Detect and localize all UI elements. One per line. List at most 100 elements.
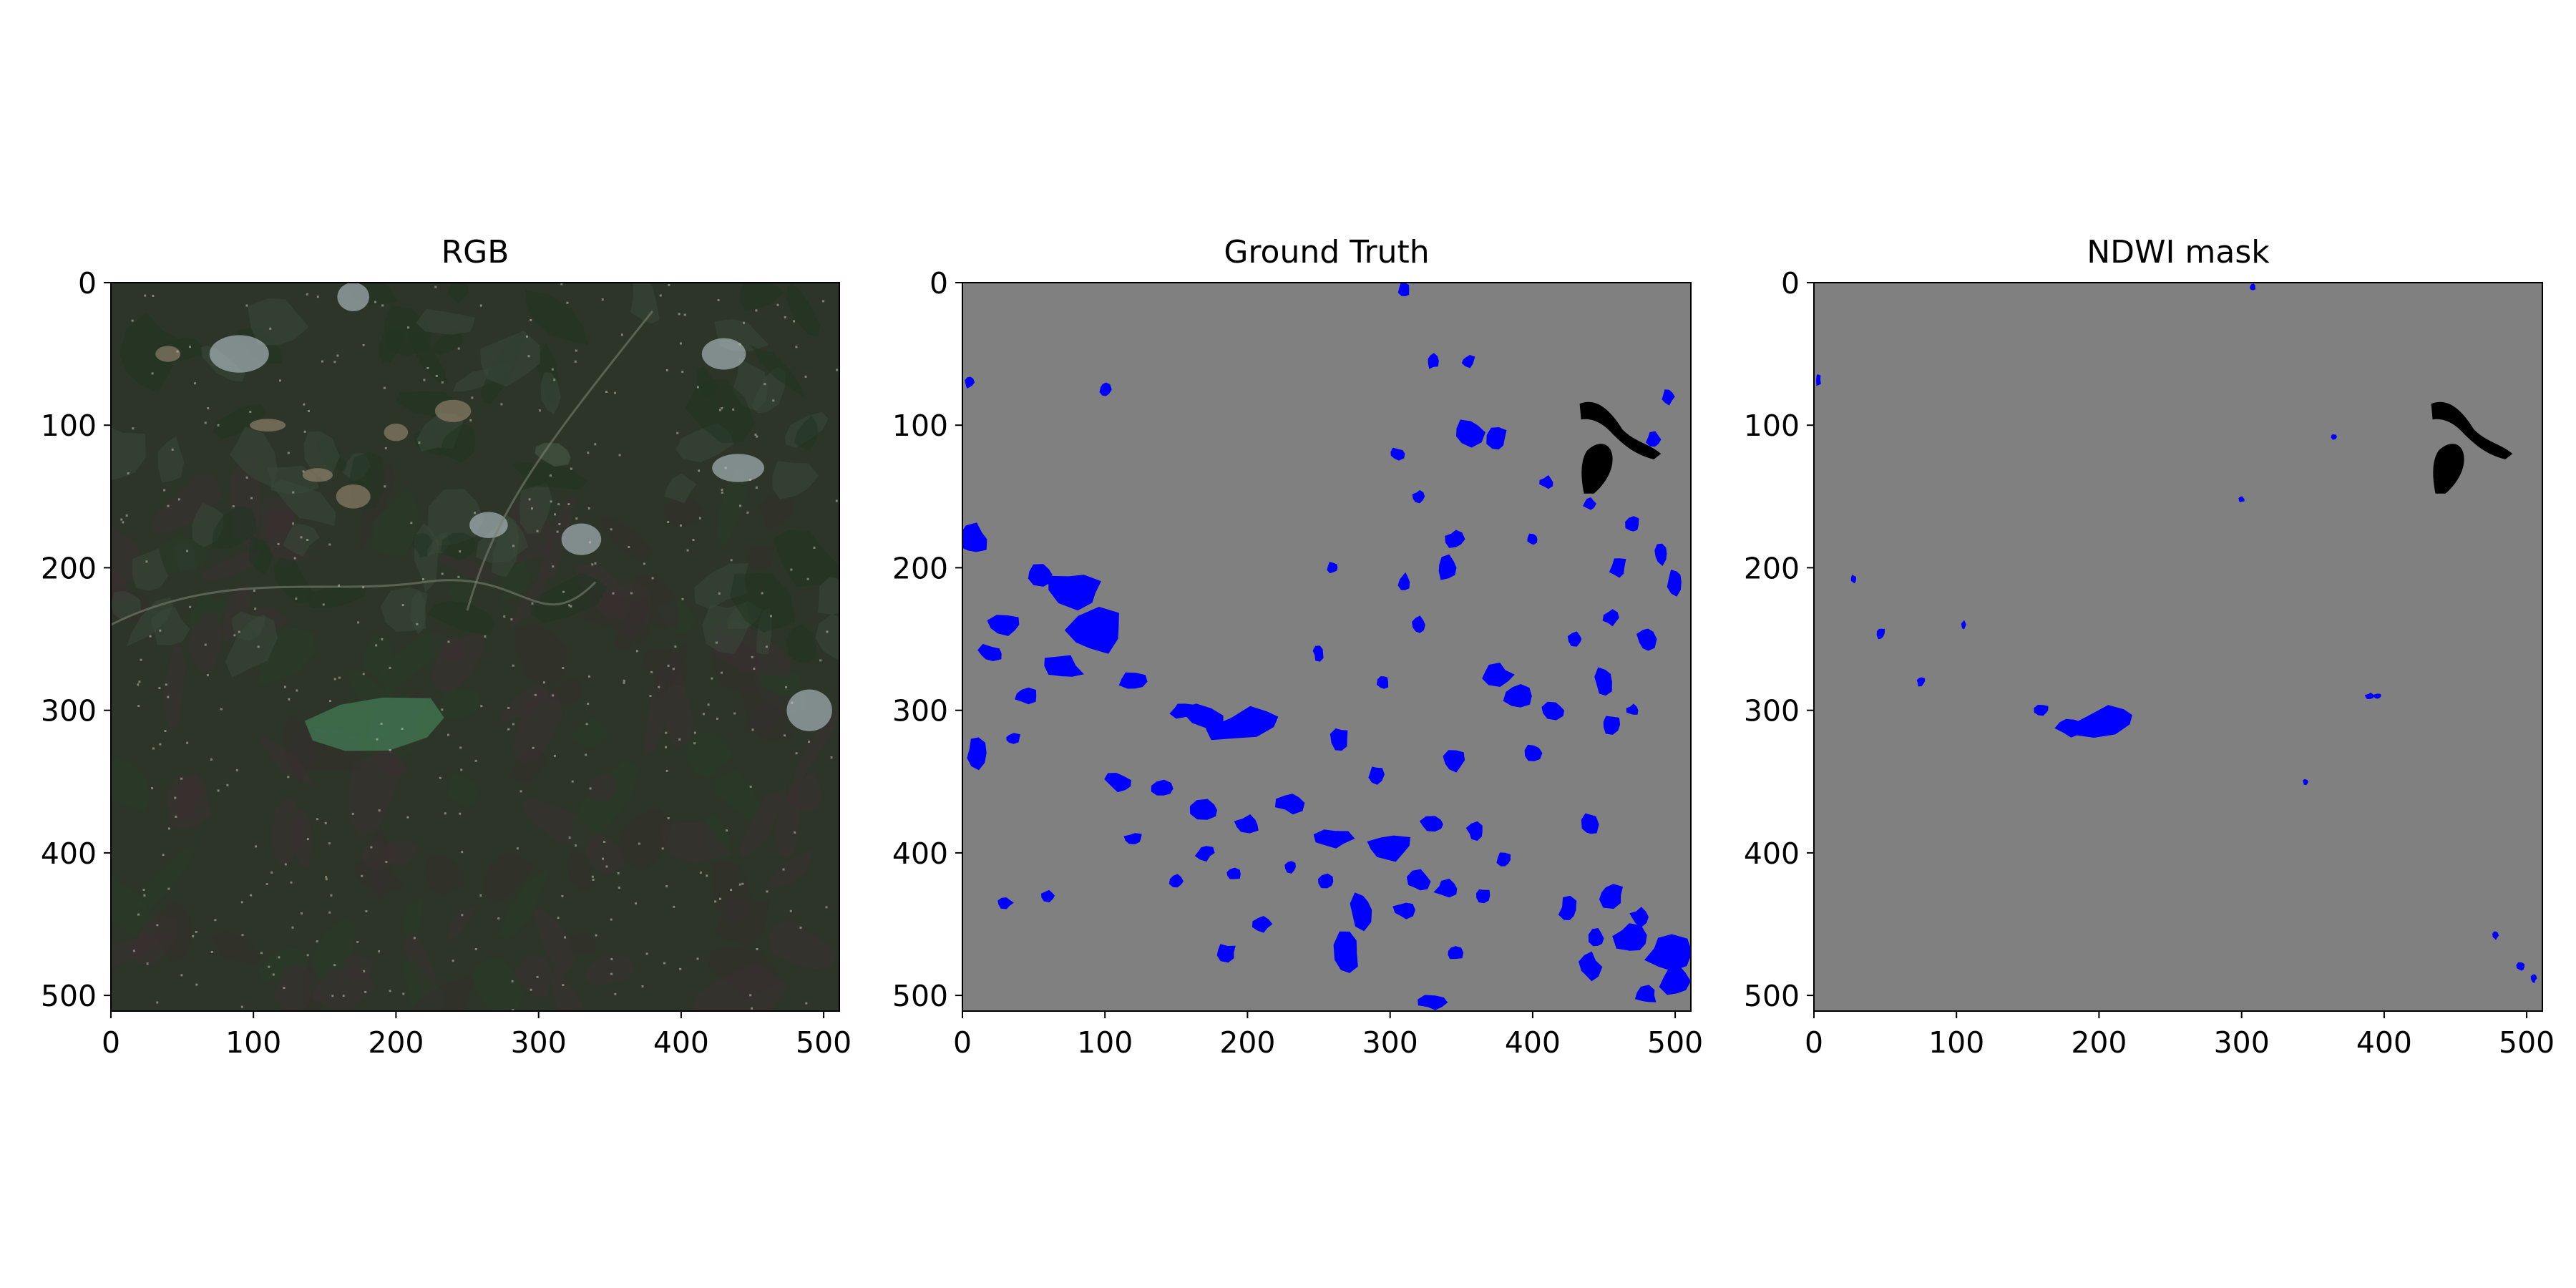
water-region bbox=[997, 897, 1014, 909]
nodata-region bbox=[1581, 444, 1613, 494]
water-region bbox=[1456, 419, 1485, 448]
x-tick-label: 100 bbox=[1928, 1025, 1984, 1060]
x-tick-label: 400 bbox=[2356, 1025, 2412, 1060]
water-region bbox=[962, 522, 987, 552]
water-region bbox=[1476, 889, 1491, 904]
water-region bbox=[1558, 895, 1577, 920]
water-region bbox=[1609, 558, 1626, 578]
water-region bbox=[1099, 382, 1112, 396]
x-tick-label: 500 bbox=[1647, 1025, 1703, 1060]
panel-title: RGB bbox=[441, 234, 509, 270]
water-region bbox=[1524, 744, 1543, 761]
water-region bbox=[1216, 944, 1236, 963]
water-region bbox=[987, 615, 1020, 636]
axes-frame bbox=[110, 282, 840, 1012]
y-tick-label: 500 bbox=[41, 979, 97, 1013]
x-tick-label: 400 bbox=[1505, 1025, 1561, 1060]
y-tick-label: 400 bbox=[1744, 836, 1800, 871]
x-tick-label: 0 bbox=[102, 1025, 120, 1060]
y-tick-label: 0 bbox=[1781, 266, 1800, 301]
water-region bbox=[1406, 869, 1431, 891]
y-tick-label: 300 bbox=[1744, 694, 1800, 728]
water-region bbox=[1151, 779, 1174, 796]
water-region bbox=[965, 376, 975, 389]
water-region bbox=[1646, 431, 1662, 447]
water-region bbox=[1274, 794, 1305, 815]
water-region bbox=[1206, 706, 1279, 741]
water-region bbox=[1419, 816, 1443, 832]
water-region bbox=[2303, 779, 2308, 786]
water-region bbox=[1644, 934, 1691, 971]
water-region bbox=[1041, 889, 1055, 902]
water-region bbox=[1312, 645, 1324, 662]
x-tick-label: 200 bbox=[368, 1025, 424, 1060]
water-region bbox=[1327, 562, 1338, 574]
x-tick-label: 100 bbox=[225, 1025, 281, 1060]
y-tick-label: 500 bbox=[892, 979, 948, 1013]
water-region bbox=[1443, 750, 1465, 773]
water-region bbox=[2238, 496, 2245, 503]
water-region bbox=[2054, 718, 2088, 738]
water-region bbox=[1123, 833, 1142, 844]
water-region bbox=[1527, 533, 1538, 545]
water-region bbox=[2034, 705, 2049, 716]
water-region bbox=[1412, 489, 1425, 504]
water-region bbox=[1579, 951, 1603, 982]
water-region bbox=[1625, 516, 1639, 532]
water-region bbox=[1048, 575, 1101, 611]
water-region bbox=[2250, 283, 2256, 291]
water-region bbox=[2530, 974, 2537, 984]
panel-image bbox=[1814, 283, 2542, 1011]
y-tick-label: 100 bbox=[892, 409, 948, 443]
water-region bbox=[1006, 733, 1020, 744]
x-tick-label: 100 bbox=[1077, 1025, 1133, 1060]
water-region bbox=[1397, 283, 1410, 297]
water-region bbox=[2492, 931, 2499, 940]
water-region bbox=[1461, 355, 1475, 369]
water-region bbox=[2372, 693, 2381, 699]
water-region bbox=[1816, 374, 1821, 386]
water-region bbox=[1438, 554, 1457, 580]
water-region bbox=[2364, 692, 2374, 699]
water-region bbox=[1603, 716, 1621, 735]
water-region bbox=[1486, 427, 1507, 450]
water-region bbox=[1541, 701, 1565, 721]
y-tick-label: 100 bbox=[41, 409, 97, 443]
water-region bbox=[1234, 814, 1259, 834]
x-tick-label: 200 bbox=[1219, 1025, 1275, 1060]
water-region bbox=[977, 643, 1002, 661]
x-tick-label: 300 bbox=[2214, 1025, 2270, 1060]
water-region bbox=[1412, 615, 1425, 633]
water-region bbox=[1602, 609, 1619, 627]
water-region bbox=[1588, 928, 1604, 947]
water-region bbox=[1189, 799, 1217, 820]
water-region bbox=[2331, 434, 2337, 440]
water-region bbox=[1350, 892, 1372, 932]
y-tick-label: 200 bbox=[892, 551, 948, 585]
nodata-region bbox=[2431, 401, 2513, 459]
nodata-region bbox=[1579, 401, 1662, 459]
water-region bbox=[1654, 543, 1667, 566]
water-region bbox=[1636, 628, 1657, 651]
water-region bbox=[1194, 846, 1215, 862]
water-region bbox=[1376, 676, 1389, 689]
x-tick-label: 0 bbox=[1805, 1025, 1823, 1060]
water-region bbox=[1626, 703, 1639, 715]
nodata-region bbox=[2433, 444, 2464, 494]
y-tick-label: 200 bbox=[41, 551, 97, 585]
water-region bbox=[1667, 570, 1682, 597]
y-tick-label: 300 bbox=[892, 694, 948, 728]
y-tick-label: 200 bbox=[1744, 551, 1800, 585]
x-tick-label: 200 bbox=[2071, 1025, 2127, 1060]
water-region bbox=[1612, 923, 1647, 951]
water-region bbox=[1916, 677, 1926, 687]
water-region bbox=[1482, 663, 1515, 687]
water-region bbox=[1330, 728, 1348, 751]
y-tick-label: 400 bbox=[892, 836, 948, 871]
water-region bbox=[1392, 902, 1415, 919]
water-region bbox=[1284, 861, 1296, 874]
x-tick-label: 500 bbox=[2499, 1025, 2555, 1060]
